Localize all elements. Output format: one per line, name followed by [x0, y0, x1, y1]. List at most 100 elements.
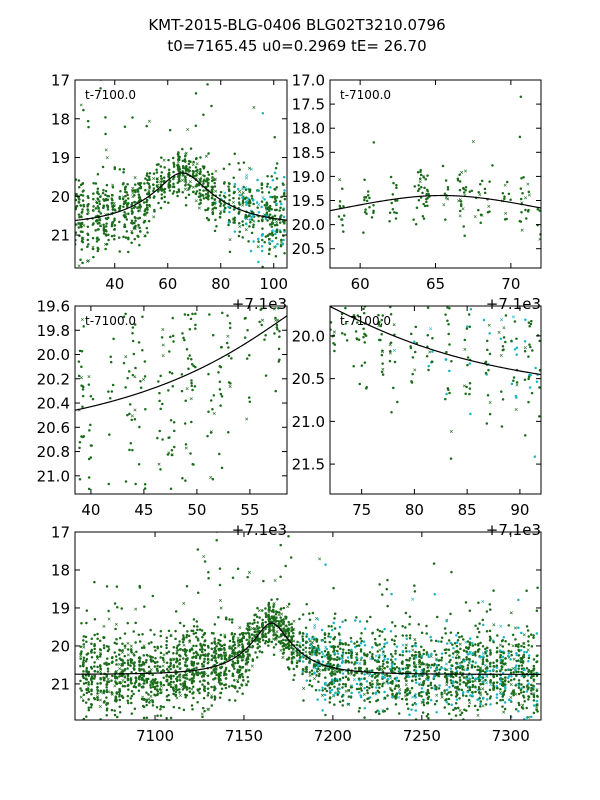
- panel-4-point: [358, 296, 361, 299]
- panel-5-point: [178, 648, 182, 651]
- panel-3-point: [82, 325, 85, 328]
- panel-3-point: [138, 425, 141, 429]
- panel-5-point: [85, 640, 88, 644]
- panel-5-point: [194, 631, 198, 635]
- panel-5-point: [213, 623, 217, 626]
- panel-1-point: [181, 173, 185, 177]
- panel-5-point: [301, 648, 305, 651]
- panel-1-point: [282, 215, 286, 219]
- panel-1-point: [211, 203, 214, 207]
- panel-1-point: [194, 92, 198, 95]
- panel-2-point: [425, 192, 428, 196]
- panel-5-point: [241, 631, 245, 635]
- panel-5-point: [460, 688, 464, 692]
- panel-1-point: [122, 171, 125, 174]
- panel-1-point: [105, 243, 109, 246]
- panel-5-point: [110, 691, 114, 695]
- panel-5-point: [223, 672, 226, 675]
- panel-3-point: [208, 313, 211, 316]
- panel-5-point: [89, 665, 93, 669]
- panel-3-point: [275, 326, 279, 329]
- panel-1-point: [125, 218, 129, 221]
- panel-5-point: [287, 535, 290, 538]
- panel-5-point: [145, 716, 149, 720]
- panel-5-point: [203, 685, 207, 689]
- panel-5-point: [121, 664, 124, 667]
- panel-1-point: [133, 183, 137, 186]
- panel-5-point: [458, 666, 462, 670]
- panel-5-point: [169, 674, 173, 678]
- panel-5-point: [225, 673, 228, 676]
- panel-5-point: [411, 703, 414, 707]
- panel-1-point: [123, 188, 127, 191]
- panel-2-point: [388, 211, 392, 214]
- panel-5-point: [198, 628, 202, 631]
- panel-1-point: [218, 194, 222, 197]
- panel-5-point: [476, 635, 479, 639]
- panel-4-point: [425, 355, 429, 358]
- panel-5-point: [517, 682, 521, 685]
- panel-1-point: [266, 219, 269, 222]
- panel-4-point: [538, 386, 541, 389]
- panel-5-point: [203, 673, 207, 677]
- panel-5-point: [329, 635, 332, 639]
- panel-1-point: [162, 176, 166, 179]
- panel-5-point: [190, 648, 194, 651]
- panel-5-point: [210, 658, 214, 661]
- panel-3-point: [225, 341, 229, 345]
- panel-1-point: [160, 177, 163, 180]
- panel-1-point: [248, 189, 252, 193]
- panel-3-point: [189, 317, 193, 321]
- panel-1-point: [181, 170, 184, 173]
- panel-5-point: [224, 666, 228, 670]
- panel-5-point: [389, 676, 393, 680]
- panel-5-point: [204, 653, 207, 656]
- panel-1-point: [80, 211, 84, 214]
- panel-5-point: [81, 699, 85, 702]
- panel-5-point: [507, 680, 510, 684]
- panel-3-point: [187, 367, 190, 370]
- panel-4-point: [356, 302, 359, 305]
- panel-5-point: [158, 688, 162, 691]
- panel-5-point: [153, 685, 157, 689]
- panel-5-point: [501, 656, 504, 659]
- panel-3-point: [78, 441, 82, 444]
- panel-5-point: [102, 624, 106, 628]
- panel-1-point: [112, 204, 116, 208]
- panel-4-point: [357, 338, 361, 341]
- panel-5-point: [181, 640, 185, 644]
- panel-5-point: [426, 713, 430, 716]
- panel-5-point: [450, 570, 453, 574]
- panel-1-point: [142, 213, 146, 216]
- panel-2-point: [444, 196, 448, 200]
- panel-5-point: [430, 686, 433, 690]
- panel-1-point: [153, 208, 156, 212]
- panel-5-point: [471, 685, 474, 689]
- panel-5-point: [191, 685, 195, 688]
- panel-1-point: [279, 206, 282, 210]
- panel-5-point: [481, 669, 485, 673]
- panel-1-point: [134, 189, 137, 192]
- panel-5-point: [99, 682, 102, 685]
- panel-5-point: [107, 645, 110, 648]
- panel-5-point: [282, 638, 285, 642]
- panel-1-point: [80, 248, 84, 251]
- panel-4-point: [504, 314, 508, 317]
- panel-3-point: [81, 405, 84, 409]
- panel-3-point: [107, 482, 111, 486]
- panel-5-point: [214, 642, 217, 645]
- panel-5-point: [313, 626, 317, 630]
- panel-5-point: [233, 646, 237, 650]
- panel-5-point: [308, 674, 312, 678]
- panel-5-point: [118, 636, 122, 640]
- panel-1-point: [271, 229, 274, 232]
- panel-2-point: [458, 209, 462, 213]
- panel-5-point: [479, 700, 482, 703]
- panel-1-point: [265, 185, 269, 188]
- panel-5-point: [333, 677, 337, 681]
- panel-5-point: [224, 686, 228, 690]
- panel-5-point: [318, 672, 321, 676]
- panel-1-point: [202, 113, 205, 116]
- panel-5-point: [102, 636, 105, 640]
- panel-5-point: [507, 642, 511, 646]
